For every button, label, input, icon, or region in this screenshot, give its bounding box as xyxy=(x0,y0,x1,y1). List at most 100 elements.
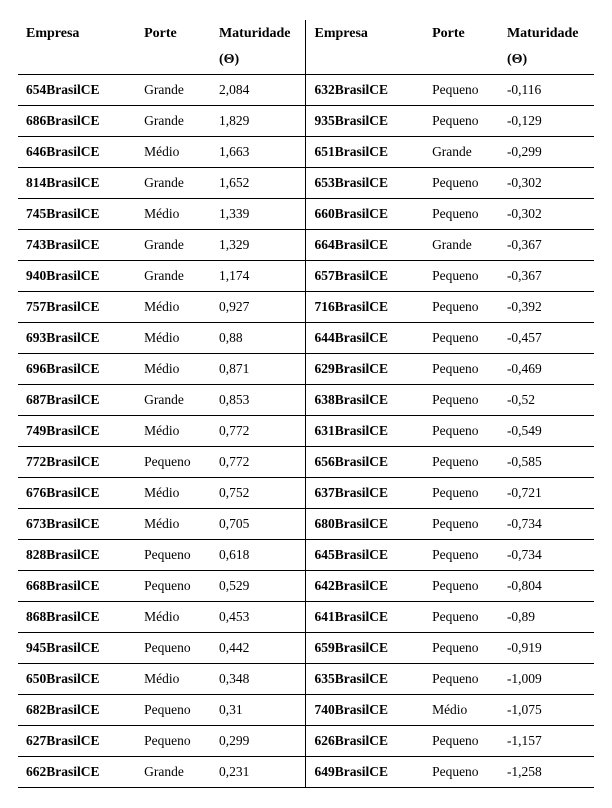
cell-maturidade: 1,329 xyxy=(211,230,306,261)
cell-empresa: 693BrasilCE xyxy=(18,323,136,354)
cell-empresa: 631BrasilCE xyxy=(306,416,424,447)
cell-empresa: 626BrasilCE xyxy=(306,726,424,757)
cell-maturidade: 2,084 xyxy=(211,75,306,106)
col-header-porte-1: Porte xyxy=(136,20,211,75)
cell-empresa: 656BrasilCE xyxy=(306,447,424,478)
cell-maturidade: 0,853 xyxy=(211,385,306,416)
cell-porte: Pequeno xyxy=(424,509,499,540)
cell-maturidade: 0,772 xyxy=(211,416,306,447)
cell-empresa: 638BrasilCE xyxy=(306,385,424,416)
cell-empresa: 680BrasilCE xyxy=(306,509,424,540)
table-row: 828BrasilCEPequeno0,618645BrasilCEPequen… xyxy=(18,540,594,571)
cell-empresa: 945BrasilCE xyxy=(18,633,136,664)
cell-porte: Grande xyxy=(424,137,499,168)
cell-empresa: 646BrasilCE xyxy=(18,137,136,168)
cell-maturidade: 0,705 xyxy=(211,509,306,540)
cell-empresa: 632BrasilCE xyxy=(306,75,424,106)
cell-maturidade: -1,157 xyxy=(499,726,594,757)
table-row: 745BrasilCEMédio1,339660BrasilCEPequeno-… xyxy=(18,199,594,230)
cell-maturidade: -0,549 xyxy=(499,416,594,447)
cell-maturidade: -1,075 xyxy=(499,695,594,726)
cell-empresa: 686BrasilCE xyxy=(18,106,136,137)
page-container: { "table": { "type": "table", "backgroun… xyxy=(0,0,612,808)
cell-porte: Pequeno xyxy=(136,695,211,726)
col-header-maturidade-1: Maturidade(Θ) xyxy=(211,20,306,75)
cell-porte: Médio xyxy=(136,199,211,230)
table-row: 682BrasilCEPequeno0,31740BrasilCEMédio-1… xyxy=(18,695,594,726)
cell-empresa: 757BrasilCE xyxy=(18,292,136,323)
cell-porte: Pequeno xyxy=(424,261,499,292)
cell-porte: Pequeno xyxy=(424,106,499,137)
cell-maturidade: -0,89 xyxy=(499,602,594,633)
cell-empresa: 664BrasilCE xyxy=(306,230,424,261)
cell-porte: Pequeno xyxy=(424,633,499,664)
cell-empresa: 627BrasilCE xyxy=(18,726,136,757)
table-body: 654BrasilCEGrande2,084632BrasilCEPequeno… xyxy=(18,75,594,788)
table-row: 868BrasilCEMédio0,453641BrasilCEPequeno-… xyxy=(18,602,594,633)
cell-maturidade: -0,302 xyxy=(499,199,594,230)
cell-porte: Grande xyxy=(136,385,211,416)
cell-maturidade: 1,663 xyxy=(211,137,306,168)
cell-empresa: 940BrasilCE xyxy=(18,261,136,292)
cell-empresa: 641BrasilCE xyxy=(306,602,424,633)
cell-porte: Pequeno xyxy=(424,168,499,199)
cell-empresa: 673BrasilCE xyxy=(18,509,136,540)
cell-porte: Pequeno xyxy=(424,664,499,695)
cell-porte: Pequeno xyxy=(424,385,499,416)
cell-empresa: 696BrasilCE xyxy=(18,354,136,385)
cell-porte: Pequeno xyxy=(136,447,211,478)
cell-empresa: 740BrasilCE xyxy=(306,695,424,726)
cell-empresa: 660BrasilCE xyxy=(306,199,424,230)
table-row: 686BrasilCEGrande1,829935BrasilCEPequeno… xyxy=(18,106,594,137)
cell-porte: Grande xyxy=(136,230,211,261)
table-row: 650BrasilCEMédio0,348635BrasilCEPequeno-… xyxy=(18,664,594,695)
cell-maturidade: -0,585 xyxy=(499,447,594,478)
table-row: 668BrasilCEPequeno0,529642BrasilCEPequen… xyxy=(18,571,594,602)
cell-porte: Pequeno xyxy=(424,199,499,230)
cell-empresa: 828BrasilCE xyxy=(18,540,136,571)
cell-empresa: 743BrasilCE xyxy=(18,230,136,261)
cell-maturidade: 0,529 xyxy=(211,571,306,602)
table-row: 646BrasilCEMédio1,663651BrasilCEGrande-0… xyxy=(18,137,594,168)
cell-porte: Pequeno xyxy=(424,571,499,602)
cell-maturidade: 1,339 xyxy=(211,199,306,230)
table-row: 940BrasilCEGrande1,174657BrasilCEPequeno… xyxy=(18,261,594,292)
cell-empresa: 668BrasilCE xyxy=(18,571,136,602)
cell-porte: Médio xyxy=(136,137,211,168)
cell-porte: Pequeno xyxy=(424,602,499,633)
cell-empresa: 687BrasilCE xyxy=(18,385,136,416)
cell-maturidade: -0,367 xyxy=(499,261,594,292)
table-row: 749BrasilCEMédio0,772631BrasilCEPequeno-… xyxy=(18,416,594,447)
cell-empresa: 653BrasilCE xyxy=(306,168,424,199)
table-row: 772BrasilCEPequeno0,772656BrasilCEPequen… xyxy=(18,447,594,478)
col-header-maturidade-2: Maturidade(Θ) xyxy=(499,20,594,75)
cell-maturidade: -0,302 xyxy=(499,168,594,199)
cell-porte: Pequeno xyxy=(136,726,211,757)
cell-maturidade: 1,652 xyxy=(211,168,306,199)
cell-porte: Pequeno xyxy=(424,757,499,788)
table-row: 662BrasilCEGrande0,231649BrasilCEPequeno… xyxy=(18,757,594,788)
cell-maturidade: -0,52 xyxy=(499,385,594,416)
cell-porte: Pequeno xyxy=(424,447,499,478)
cell-empresa: 650BrasilCE xyxy=(18,664,136,695)
cell-maturidade: -1,009 xyxy=(499,664,594,695)
table-row: 693BrasilCEMédio0,88644BrasilCEPequeno-0… xyxy=(18,323,594,354)
cell-maturidade: 0,618 xyxy=(211,540,306,571)
cell-maturidade: -0,721 xyxy=(499,478,594,509)
cell-maturidade: -0,919 xyxy=(499,633,594,664)
cell-porte: Médio xyxy=(136,478,211,509)
cell-maturidade: -0,367 xyxy=(499,230,594,261)
cell-porte: Pequeno xyxy=(424,726,499,757)
cell-porte: Pequeno xyxy=(424,416,499,447)
cell-maturidade: -0,734 xyxy=(499,509,594,540)
cell-empresa: 629BrasilCE xyxy=(306,354,424,385)
table-row: 757BrasilCEMédio0,927716BrasilCEPequeno-… xyxy=(18,292,594,323)
cell-porte: Pequeno xyxy=(424,354,499,385)
cell-empresa: 935BrasilCE xyxy=(306,106,424,137)
cell-empresa: 716BrasilCE xyxy=(306,292,424,323)
cell-empresa: 657BrasilCE xyxy=(306,261,424,292)
cell-maturidade: 0,752 xyxy=(211,478,306,509)
table-header-row: Empresa Porte Maturidade(Θ) Empresa Port… xyxy=(18,20,594,75)
cell-maturidade: 0,88 xyxy=(211,323,306,354)
cell-maturidade: 0,31 xyxy=(211,695,306,726)
